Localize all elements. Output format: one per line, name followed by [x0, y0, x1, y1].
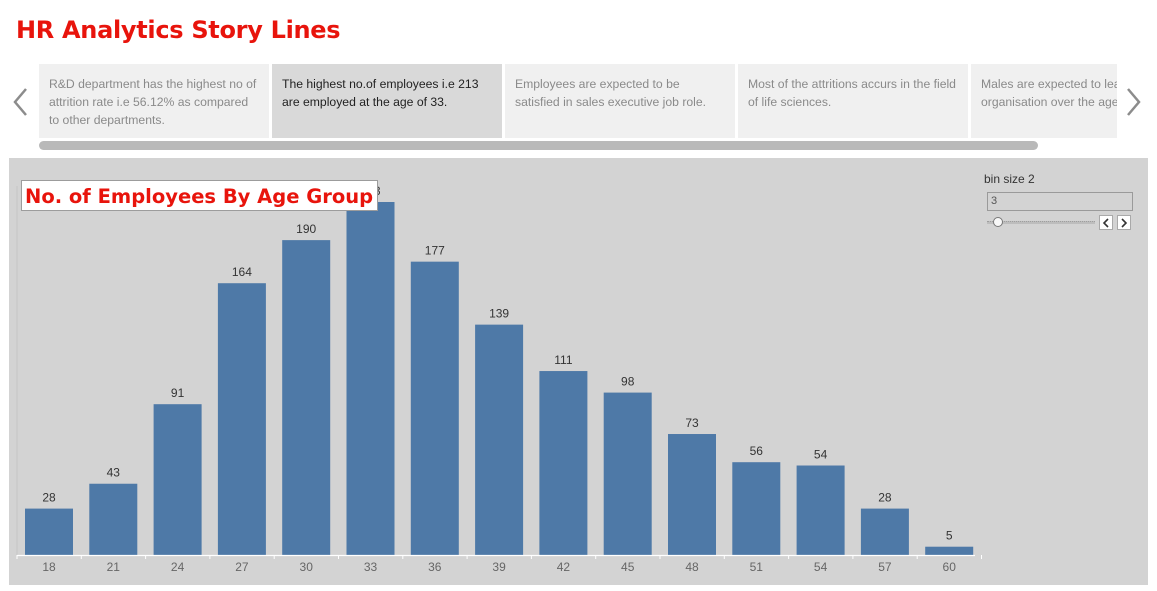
- x-tick-label: 60: [943, 560, 957, 574]
- bar[interactable]: [346, 202, 395, 555]
- bar[interactable]: [475, 324, 524, 555]
- bar[interactable]: [603, 392, 652, 555]
- x-tick-label: 54: [814, 560, 828, 574]
- bar[interactable]: [668, 434, 716, 555]
- data-label: 91: [171, 386, 185, 400]
- x-tick-label: 45: [621, 560, 635, 574]
- data-label: 28: [42, 491, 56, 505]
- data-label: 98: [621, 375, 635, 389]
- bar[interactable]: [925, 546, 974, 555]
- bar[interactable]: [89, 483, 138, 555]
- chart-title: No. of Employees By Age Group: [21, 180, 379, 211]
- bar[interactable]: [217, 283, 266, 555]
- x-tick-label: 18: [42, 560, 56, 574]
- story-point[interactable]: Employees are expected to be satisfied i…: [505, 64, 735, 138]
- x-tick-label: 30: [300, 560, 314, 574]
- bar[interactable]: [282, 240, 331, 555]
- chevron-left-icon: [1102, 217, 1109, 228]
- data-label: 73: [685, 416, 699, 430]
- x-tick-label: 27: [235, 560, 249, 574]
- story-points-strip: R&D department has the highest no of att…: [39, 64, 1117, 138]
- x-tick-label: 39: [492, 560, 506, 574]
- x-tick-label: 57: [878, 560, 892, 574]
- data-label: 177: [425, 244, 445, 258]
- bin-size-input[interactable]: 3: [987, 192, 1133, 211]
- x-tick-label: 24: [171, 560, 185, 574]
- dashboard-panel: 2818432191241642719030213331773613939111…: [9, 158, 1148, 585]
- story-scrollbar[interactable]: [39, 141, 1038, 150]
- chevron-left-icon[interactable]: [10, 86, 30, 118]
- x-tick-label: 51: [750, 560, 764, 574]
- x-tick-label: 21: [107, 560, 121, 574]
- story-title: HR Analytics Story Lines: [16, 16, 341, 44]
- data-label: 56: [750, 444, 764, 458]
- story-point[interactable]: Males are expected to leave the organisa…: [971, 64, 1117, 138]
- data-label: 43: [107, 466, 121, 480]
- bar[interactable]: [25, 508, 73, 555]
- story-point[interactable]: The highest no.of employees i.e 213 are …: [272, 64, 502, 138]
- step-forward-button[interactable]: [1117, 215, 1131, 230]
- x-tick-label: 48: [685, 560, 699, 574]
- bar[interactable]: [732, 462, 781, 555]
- data-label: 111: [554, 353, 573, 367]
- chevron-right-icon[interactable]: [1124, 86, 1144, 118]
- bar-chart: 2818432191241642719030213331773613939111…: [16, 184, 982, 574]
- bar[interactable]: [539, 371, 588, 555]
- data-label: 54: [814, 448, 828, 462]
- x-tick-label: 36: [428, 560, 442, 574]
- bar[interactable]: [410, 261, 459, 555]
- bin-size-slider[interactable]: [987, 221, 1095, 224]
- bar[interactable]: [860, 508, 909, 555]
- data-label: 164: [232, 265, 252, 279]
- bar[interactable]: [153, 404, 202, 555]
- story-point[interactable]: R&D department has the highest no of att…: [39, 64, 269, 138]
- data-label: 139: [489, 307, 509, 321]
- data-label: 28: [878, 491, 892, 505]
- chevron-right-icon: [1121, 217, 1128, 228]
- step-back-button[interactable]: [1099, 215, 1113, 230]
- bar[interactable]: [796, 465, 845, 555]
- x-tick-label: 42: [557, 560, 571, 574]
- x-tick-label: 33: [364, 560, 378, 574]
- data-label: 190: [296, 222, 316, 236]
- parameter-title: bin size 2: [984, 172, 1035, 186]
- story-point[interactable]: Most of the attritions accurs in the fie…: [738, 64, 968, 138]
- slider-handle[interactable]: [992, 217, 1003, 227]
- data-label: 5: [946, 529, 953, 543]
